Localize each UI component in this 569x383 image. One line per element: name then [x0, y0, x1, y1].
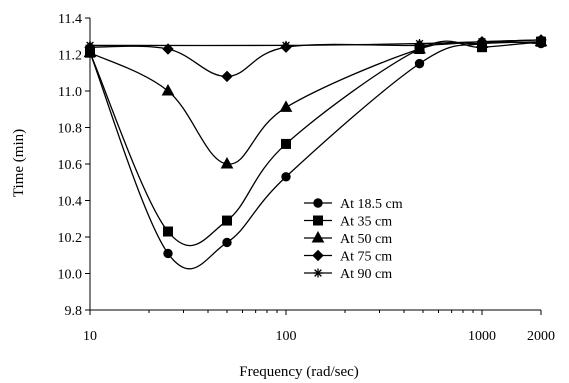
x-tick-label: 1000 [468, 329, 496, 344]
data-point [163, 248, 173, 259]
axes [89, 18, 541, 311]
data-point [161, 83, 175, 96]
y-tick-label: 10.6 [58, 158, 83, 173]
series-1 [85, 38, 546, 270]
y-tick-label: 10.8 [58, 122, 83, 137]
legend-label: At 50 cm [340, 232, 392, 247]
series-line [89, 41, 542, 165]
data-point [221, 215, 232, 226]
legend-item: At 35 cm [304, 215, 392, 230]
legend-item: At 90 cm [304, 267, 392, 282]
y-tick-label: 11.2 [58, 49, 82, 64]
data-point [477, 37, 487, 47]
legend-label: At 75 cm [340, 250, 392, 265]
data-point [85, 40, 95, 50]
data-point [414, 58, 425, 69]
y-tick-label: 11.4 [58, 12, 82, 27]
series-layer [83, 34, 548, 270]
series-5 [85, 35, 546, 50]
legend-label: At 35 cm [340, 215, 392, 230]
data-point [280, 138, 291, 149]
data-point [221, 70, 233, 83]
data-point [162, 226, 173, 237]
legend-item: At 75 cm [304, 250, 392, 265]
series-line [89, 41, 542, 270]
y-tick-label: 11.0 [58, 85, 82, 100]
series-line [89, 40, 542, 247]
legend-label: At 18.5 cm [340, 197, 403, 212]
legend-marker [313, 268, 323, 278]
data-point [536, 35, 546, 45]
legend-item: At 50 cm [304, 230, 392, 247]
legend-label: At 90 cm [340, 267, 392, 282]
y-tick-label: 10.2 [58, 231, 83, 246]
ticks: 9.8 10.0 10.2 10.4 10.6 10.8 11.0 11.2 11.4 10 100… [58, 12, 556, 344]
data-point [415, 39, 425, 49]
legend-marker [313, 198, 323, 208]
y-axis-title: Time (min) [11, 129, 27, 197]
data-point [281, 172, 291, 182]
y-tick-label: 9.8 [65, 304, 83, 319]
series-2 [85, 36, 546, 247]
series-3 [83, 34, 548, 169]
x-tick-label: 10 [83, 329, 97, 344]
data-point [222, 237, 232, 248]
legend-marker [312, 249, 324, 262]
legend-marker [311, 230, 325, 243]
x-tick-label: 100 [275, 329, 296, 344]
x-tick-label: 2000 [527, 329, 555, 344]
x-axis-title: Frequency (rad/sec) [239, 364, 359, 380]
data-point [281, 40, 291, 50]
legend-marker [313, 215, 323, 226]
y-tick-label: 10.0 [58, 268, 83, 283]
data-point [162, 43, 174, 55]
legend-item: At 18.5 cm [304, 197, 403, 212]
data-point [220, 156, 234, 169]
legend: At 18.5 cm At 35 cm At 50 cm At 75 cm At 90 … [304, 197, 403, 282]
data-point [279, 100, 293, 112]
y-tick-label: 10.4 [58, 195, 83, 210]
